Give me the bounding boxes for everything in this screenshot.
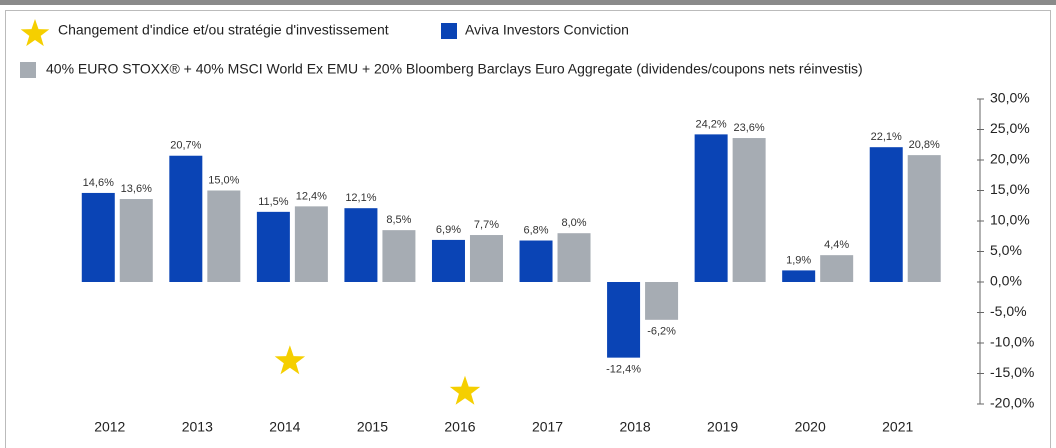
bar — [732, 138, 766, 282]
y-tick-label: 0,0% — [990, 273, 1022, 289]
bar — [119, 199, 153, 282]
value-label: 1,9% — [786, 254, 811, 266]
index-change-star — [274, 345, 306, 375]
value-label: -12,4% — [606, 364, 641, 376]
legend-label: Changement d'indice et/ou stratégie d'in… — [58, 22, 389, 38]
value-label: 22,1% — [871, 131, 902, 143]
y-tick-label: -5,0% — [990, 303, 1027, 319]
legend-label: 40% EURO STOXX® + 40% MSCI World Ex EMU … — [46, 61, 863, 77]
bar — [294, 206, 328, 282]
bar — [382, 230, 416, 282]
y-tick-label: 25,0% — [990, 120, 1030, 136]
x-tick-label: 2018 — [619, 419, 650, 435]
y-tick-label: -15,0% — [990, 364, 1034, 380]
x-tick-label: 2015 — [357, 419, 388, 435]
legend-label: Aviva Investors Conviction — [465, 22, 629, 38]
top-bar — [0, 0, 1056, 5]
bar — [645, 282, 679, 320]
bar — [820, 255, 854, 282]
bar — [431, 239, 465, 282]
value-label: 12,4% — [296, 190, 327, 202]
value-label: 14,6% — [83, 177, 114, 189]
y-tick-label: -10,0% — [990, 334, 1034, 350]
bar — [782, 270, 816, 282]
value-label: 7,7% — [474, 219, 499, 231]
bar — [169, 155, 203, 282]
value-label: 20,8% — [909, 139, 940, 151]
legend-swatch — [441, 23, 457, 39]
y-tick-label: -20,0% — [990, 395, 1034, 411]
x-tick-label: 2021 — [882, 419, 913, 435]
y-tick-label: 30,0% — [990, 90, 1030, 106]
bar — [81, 192, 115, 282]
bar — [607, 282, 641, 358]
frame — [5, 10, 1051, 448]
legend-star — [20, 19, 50, 47]
bar — [519, 240, 553, 282]
value-label: 20,7% — [170, 140, 201, 152]
y-tick-label: 15,0% — [990, 181, 1030, 197]
x-tick-label: 2013 — [182, 419, 213, 435]
value-label: 13,6% — [121, 183, 152, 195]
y-tick-label: 20,0% — [990, 151, 1030, 167]
y-tick-label: 10,0% — [990, 212, 1030, 228]
value-label: 24,2% — [696, 118, 727, 130]
value-label: 4,4% — [824, 239, 849, 251]
value-label: 6,9% — [436, 224, 461, 236]
bar — [907, 155, 941, 282]
bar — [256, 211, 290, 282]
bar — [557, 233, 591, 282]
bar — [694, 134, 728, 282]
x-tick-label: 2012 — [94, 419, 125, 435]
value-label: 12,1% — [345, 192, 376, 204]
x-tick-label: 2019 — [707, 419, 738, 435]
bar — [869, 147, 903, 282]
legend-swatch — [20, 62, 36, 78]
bar — [469, 235, 503, 282]
x-tick-label: 2017 — [532, 419, 563, 435]
value-label: -6,2% — [647, 326, 676, 338]
bar — [344, 208, 378, 282]
bar — [207, 190, 241, 282]
value-label: 23,6% — [734, 122, 765, 134]
x-tick-label: 2020 — [795, 419, 826, 435]
index-change-star — [449, 375, 481, 405]
value-label: 8,0% — [561, 217, 586, 229]
x-tick-label: 2016 — [444, 419, 475, 435]
value-label: 8,5% — [386, 214, 411, 226]
value-label: 6,8% — [523, 224, 548, 236]
y-tick-label: 5,0% — [990, 242, 1022, 258]
value-label: 15,0% — [208, 174, 239, 186]
value-label: 11,5% — [258, 196, 289, 208]
x-tick-label: 2014 — [269, 419, 300, 435]
